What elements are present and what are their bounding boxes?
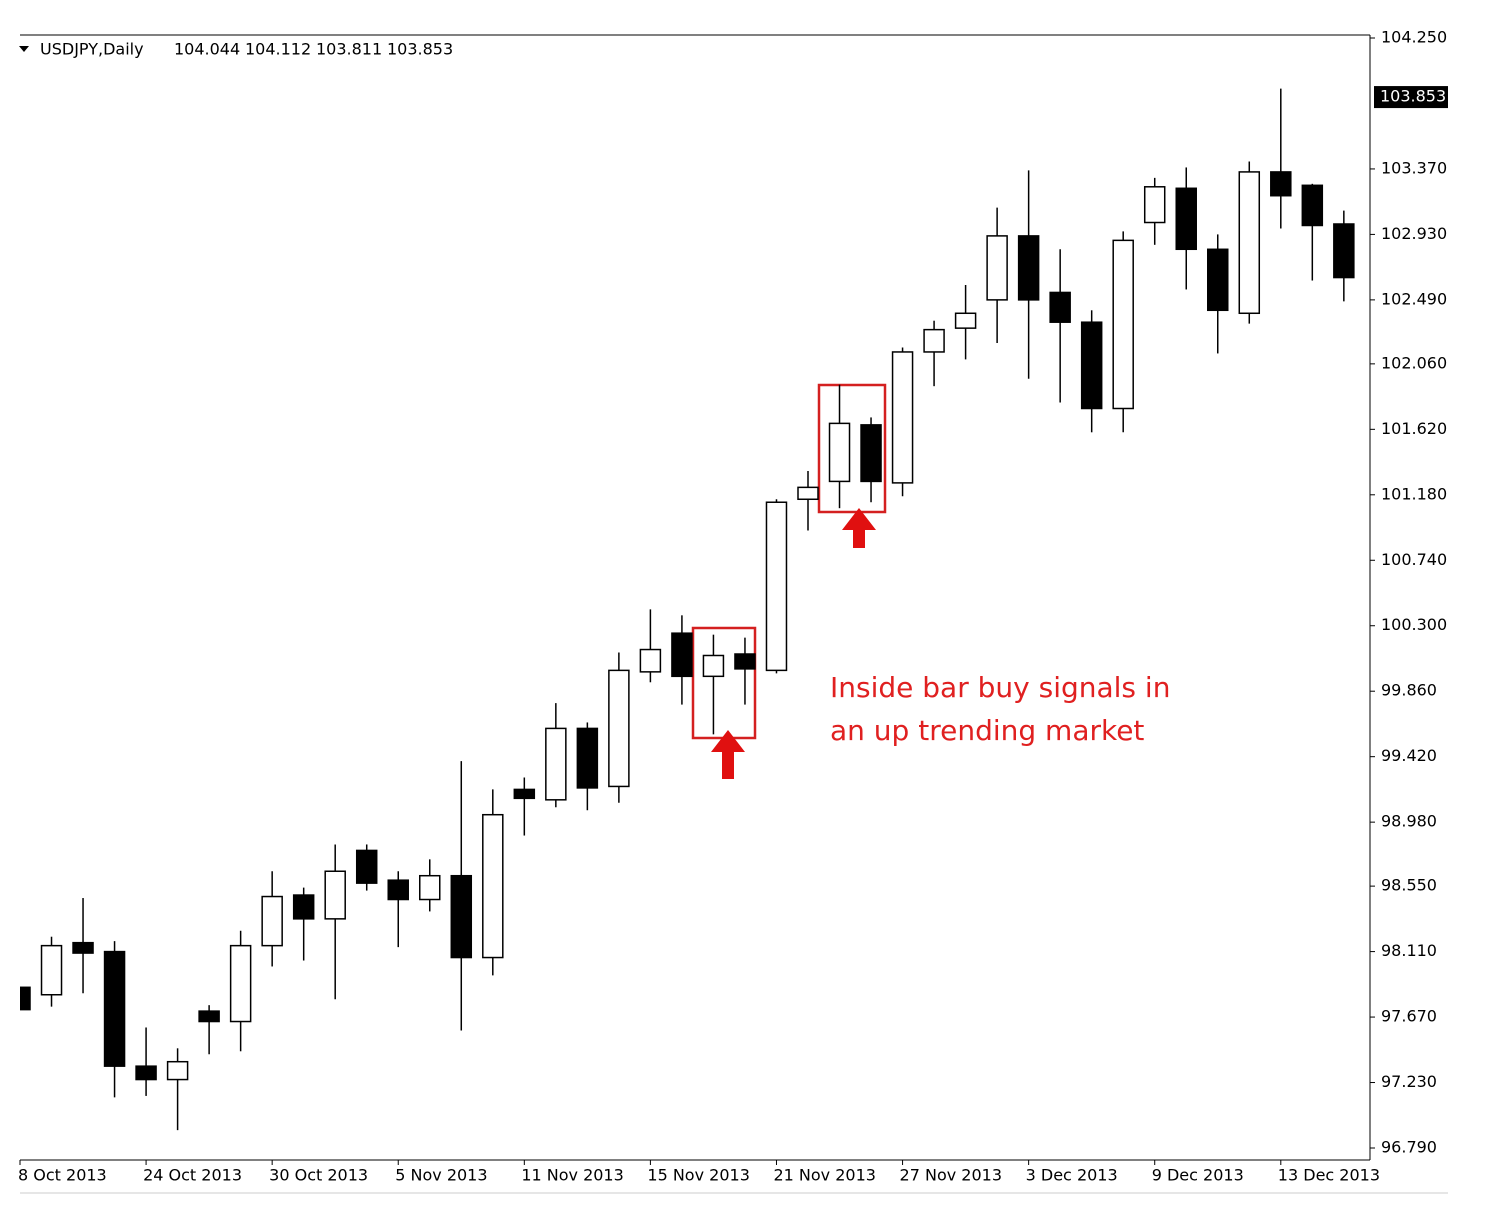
y-tick-label: 101.620 xyxy=(1381,419,1447,438)
candle-body xyxy=(20,986,31,1011)
candle-body xyxy=(135,1065,157,1081)
y-tick-label: 97.230 xyxy=(1381,1072,1437,1091)
candle-body xyxy=(482,813,504,959)
candle-body xyxy=(1270,171,1292,197)
candle-body xyxy=(72,941,94,954)
candle-body xyxy=(671,632,693,678)
candle-body xyxy=(1238,171,1261,315)
y-tick-label: 102.060 xyxy=(1381,353,1447,372)
candle-body xyxy=(1112,239,1134,410)
header: USDJPY,Daily 104.044 104.112 103.811 103… xyxy=(40,40,453,59)
candle-body xyxy=(292,894,315,920)
x-tick-label: 30 Oct 2013 xyxy=(269,1166,368,1185)
candle-body xyxy=(229,944,252,1023)
candles xyxy=(20,88,1355,1131)
x-tick-label: 5 Nov 2013 xyxy=(395,1166,487,1185)
candle-body xyxy=(734,653,756,670)
x-tick-label: 8 Oct 2013 xyxy=(18,1166,107,1185)
x-tick-label: 11 Nov 2013 xyxy=(521,1166,623,1185)
y-tick-label: 100.300 xyxy=(1381,615,1447,634)
annotation: Inside bar buy signals in xyxy=(830,671,1170,704)
highlight-box xyxy=(817,383,887,514)
candle-body xyxy=(797,486,819,501)
last-high: 104.112 xyxy=(245,40,311,59)
candle-body xyxy=(513,788,536,800)
y-tick-label: 102.490 xyxy=(1381,289,1447,308)
candle-body xyxy=(1080,321,1103,410)
x-tick-label: 21 Nov 2013 xyxy=(773,1166,875,1185)
last-close: 103.853 xyxy=(387,40,453,59)
x-tick-label: 15 Nov 2013 xyxy=(647,1166,749,1185)
candle-body xyxy=(923,328,945,353)
candle-body xyxy=(576,727,599,789)
y-tick-label: 98.550 xyxy=(1381,876,1437,895)
candle-body xyxy=(1207,248,1229,312)
candle-body xyxy=(387,879,409,901)
candle-body xyxy=(1143,186,1166,224)
candle-body xyxy=(166,1060,189,1081)
candle-body xyxy=(103,950,126,1067)
x-tick-label: 24 Oct 2013 xyxy=(143,1166,242,1185)
annotation: an up trending market xyxy=(830,714,1144,747)
candle-body xyxy=(860,424,882,483)
y-tick-label: 99.860 xyxy=(1381,681,1437,700)
y-tick-label: 103.370 xyxy=(1381,158,1447,177)
y-tick-label: 98.110 xyxy=(1381,941,1437,960)
candle-body xyxy=(355,849,378,884)
x-tick-label: 27 Nov 2013 xyxy=(900,1166,1002,1185)
signal-arrow xyxy=(842,508,876,548)
signal-arrow xyxy=(711,730,745,779)
candle-body xyxy=(1049,291,1071,323)
y-tick-label: 104.250 xyxy=(1381,28,1447,47)
candle-body xyxy=(639,648,662,673)
y-tick-label: 99.420 xyxy=(1381,746,1437,765)
candle-body xyxy=(419,874,441,901)
x-tick-label: 13 Dec 2013 xyxy=(1278,1166,1380,1185)
y-tick-label: 102.930 xyxy=(1381,224,1447,243)
x-tick-label: 3 Dec 2013 xyxy=(1026,1166,1118,1185)
candle-body xyxy=(986,235,1008,301)
header-triangle xyxy=(19,46,29,52)
price-label-bg xyxy=(1374,86,1448,109)
candle-body xyxy=(1333,223,1355,279)
candle-body xyxy=(828,422,851,483)
price-label: 103.853 xyxy=(1380,87,1446,106)
candle-body xyxy=(765,501,788,672)
y-tick-label: 97.670 xyxy=(1381,1007,1437,1026)
y-tick-label: 101.180 xyxy=(1381,484,1447,503)
y-tick-label: 100.740 xyxy=(1381,550,1447,569)
candle-body xyxy=(891,351,914,484)
candle-body xyxy=(40,944,63,996)
y-tick-label: 98.980 xyxy=(1381,812,1437,831)
candle-body xyxy=(702,654,725,678)
candle-body xyxy=(954,312,977,329)
symbol: USDJPY,Daily xyxy=(40,40,144,59)
candle-body xyxy=(324,870,346,920)
candle-body xyxy=(545,727,567,801)
candle-body xyxy=(608,669,630,788)
last-low: 103.811 xyxy=(316,40,382,59)
candle-body xyxy=(1175,187,1197,251)
y-tick-label: 96.790 xyxy=(1381,1138,1437,1157)
candle-body xyxy=(198,1010,220,1023)
x-tick-label: 9 Dec 2013 xyxy=(1152,1166,1244,1185)
candle-body xyxy=(450,874,473,959)
candle-body xyxy=(1301,184,1324,227)
candle-body xyxy=(1017,235,1040,301)
last-open: 104.044 xyxy=(174,40,240,59)
candle-body xyxy=(261,895,283,947)
